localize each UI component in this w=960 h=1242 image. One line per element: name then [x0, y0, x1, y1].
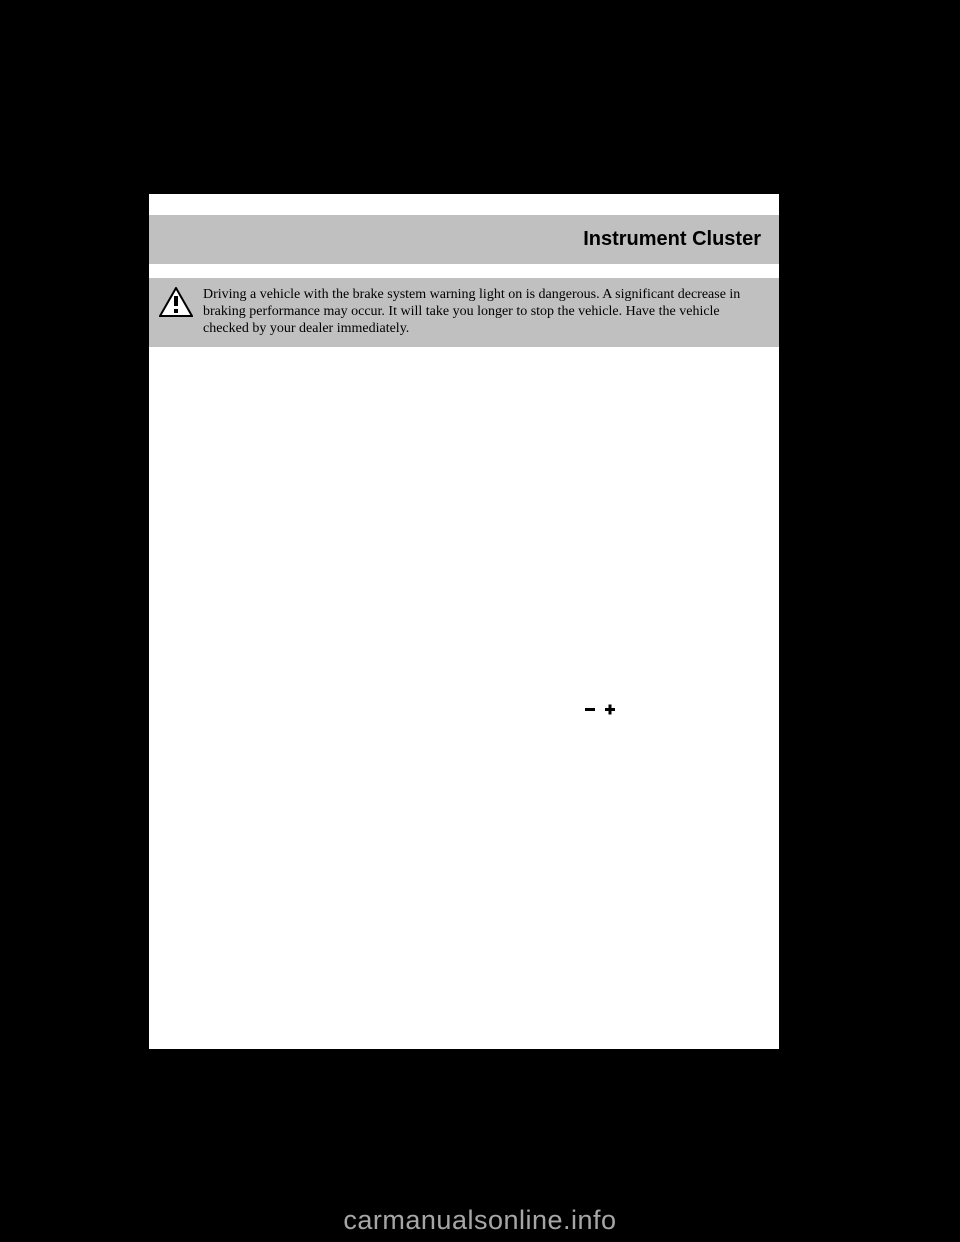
- engine-temp-indicator-icon: [567, 902, 617, 957]
- battery-indicator-icon: [577, 694, 623, 733]
- watermark-text: carmanualsonline.info: [0, 1205, 960, 1236]
- warning-text: Driving a vehicle with the brake system …: [203, 286, 767, 337]
- section-header-title: Instrument Cluster: [583, 228, 761, 251]
- airbag-indicator-icon: [548, 420, 610, 487]
- warning-callout: Driving a vehicle with the brake system …: [149, 278, 779, 347]
- page-number: 13: [751, 1023, 765, 1039]
- seatbelt-indicator-icon: [554, 608, 606, 669]
- manual-page: Instrument Cluster Driving a vehicle wit…: [149, 194, 779, 1049]
- warning-triangle-icon: [159, 287, 193, 322]
- oil-pressure-indicator-icon: [564, 815, 634, 856]
- section-header-bar: Instrument Cluster: [149, 215, 779, 264]
